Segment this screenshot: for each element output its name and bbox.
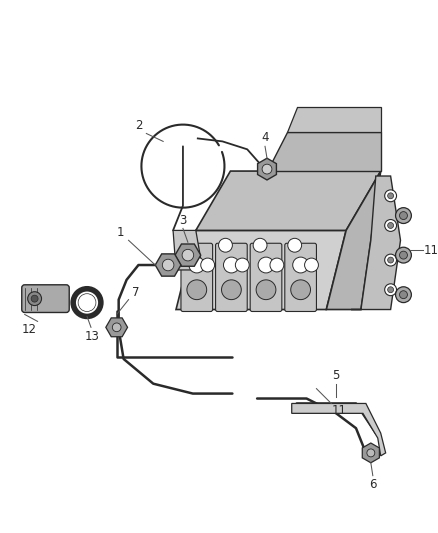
Circle shape — [258, 257, 274, 273]
Circle shape — [270, 258, 284, 272]
Circle shape — [253, 238, 267, 252]
Polygon shape — [287, 107, 381, 132]
Circle shape — [367, 449, 375, 457]
Text: 12: 12 — [22, 323, 37, 336]
FancyBboxPatch shape — [22, 285, 69, 312]
Circle shape — [222, 280, 241, 300]
Polygon shape — [258, 158, 276, 180]
Circle shape — [201, 258, 215, 272]
Text: 11: 11 — [424, 244, 438, 257]
FancyBboxPatch shape — [215, 243, 247, 311]
Circle shape — [388, 222, 394, 229]
Polygon shape — [155, 254, 181, 276]
Circle shape — [388, 287, 394, 293]
Circle shape — [31, 295, 38, 302]
Text: 6: 6 — [369, 478, 377, 491]
Circle shape — [291, 280, 311, 300]
Circle shape — [385, 254, 396, 266]
Polygon shape — [106, 318, 127, 337]
Polygon shape — [362, 443, 379, 463]
Circle shape — [388, 193, 394, 199]
Text: 3: 3 — [179, 214, 187, 227]
Circle shape — [399, 212, 407, 220]
Circle shape — [235, 258, 249, 272]
Circle shape — [399, 290, 407, 298]
Circle shape — [219, 238, 233, 252]
Circle shape — [396, 287, 411, 303]
Polygon shape — [326, 171, 381, 310]
Circle shape — [388, 257, 394, 263]
Circle shape — [262, 164, 272, 174]
Circle shape — [256, 280, 276, 300]
Text: 4: 4 — [261, 131, 269, 144]
Circle shape — [162, 259, 174, 271]
Circle shape — [189, 257, 205, 273]
FancyBboxPatch shape — [250, 243, 282, 311]
Text: 5: 5 — [332, 369, 340, 382]
Text: 11: 11 — [332, 404, 347, 417]
Circle shape — [304, 258, 318, 272]
Circle shape — [223, 257, 239, 273]
Circle shape — [28, 292, 42, 305]
Polygon shape — [196, 171, 381, 230]
Circle shape — [78, 294, 96, 311]
Polygon shape — [292, 403, 386, 456]
Circle shape — [182, 249, 194, 261]
Circle shape — [396, 208, 411, 223]
Circle shape — [112, 323, 121, 332]
FancyBboxPatch shape — [181, 243, 212, 311]
Polygon shape — [175, 244, 201, 266]
Polygon shape — [351, 176, 400, 310]
Circle shape — [399, 251, 407, 259]
Circle shape — [385, 220, 396, 231]
Circle shape — [385, 284, 396, 296]
Circle shape — [385, 190, 396, 201]
Text: 1: 1 — [117, 226, 124, 239]
Circle shape — [288, 238, 302, 252]
FancyBboxPatch shape — [285, 243, 316, 311]
Text: 2: 2 — [135, 119, 142, 132]
Circle shape — [396, 247, 411, 263]
Polygon shape — [176, 230, 346, 310]
Circle shape — [187, 280, 207, 300]
Polygon shape — [267, 132, 381, 171]
Text: 7: 7 — [132, 286, 139, 299]
Circle shape — [293, 257, 308, 273]
Text: 13: 13 — [85, 330, 99, 343]
Polygon shape — [173, 230, 203, 270]
